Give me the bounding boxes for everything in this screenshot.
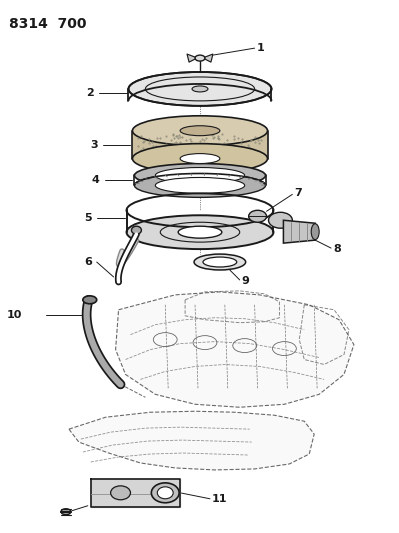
Ellipse shape — [111, 486, 130, 500]
Polygon shape — [69, 411, 314, 470]
Ellipse shape — [155, 167, 245, 183]
Text: 12: 12 — [90, 500, 105, 510]
Ellipse shape — [192, 86, 208, 92]
Text: 2: 2 — [86, 88, 94, 98]
Ellipse shape — [269, 212, 292, 228]
Ellipse shape — [61, 508, 71, 515]
Text: 3: 3 — [90, 140, 98, 150]
Text: 6: 6 — [84, 257, 92, 267]
Ellipse shape — [126, 215, 273, 249]
FancyBboxPatch shape — [132, 131, 267, 158]
Ellipse shape — [203, 257, 237, 267]
Text: 9: 9 — [242, 276, 250, 286]
Polygon shape — [187, 54, 195, 62]
Text: 11: 11 — [212, 494, 227, 504]
Ellipse shape — [195, 55, 205, 61]
Ellipse shape — [157, 487, 173, 499]
Ellipse shape — [128, 72, 271, 106]
Ellipse shape — [249, 211, 267, 222]
Text: 4: 4 — [92, 175, 100, 185]
Text: 8314  700: 8314 700 — [9, 17, 87, 31]
Ellipse shape — [151, 483, 179, 503]
Text: 5: 5 — [84, 213, 92, 223]
Polygon shape — [283, 220, 315, 243]
Ellipse shape — [180, 126, 220, 136]
Polygon shape — [116, 292, 354, 407]
Ellipse shape — [178, 226, 222, 238]
Ellipse shape — [134, 173, 266, 197]
Ellipse shape — [132, 226, 141, 234]
Polygon shape — [91, 479, 180, 507]
Ellipse shape — [83, 296, 97, 304]
Ellipse shape — [132, 116, 267, 146]
Text: 8: 8 — [333, 244, 341, 254]
Ellipse shape — [155, 177, 245, 193]
Text: 10: 10 — [6, 310, 22, 320]
Ellipse shape — [180, 154, 220, 164]
Ellipse shape — [311, 224, 319, 240]
Ellipse shape — [132, 144, 267, 173]
Text: 1: 1 — [257, 43, 265, 53]
Text: 7: 7 — [294, 188, 302, 198]
Polygon shape — [205, 54, 213, 62]
Ellipse shape — [134, 164, 266, 188]
Ellipse shape — [194, 254, 246, 270]
